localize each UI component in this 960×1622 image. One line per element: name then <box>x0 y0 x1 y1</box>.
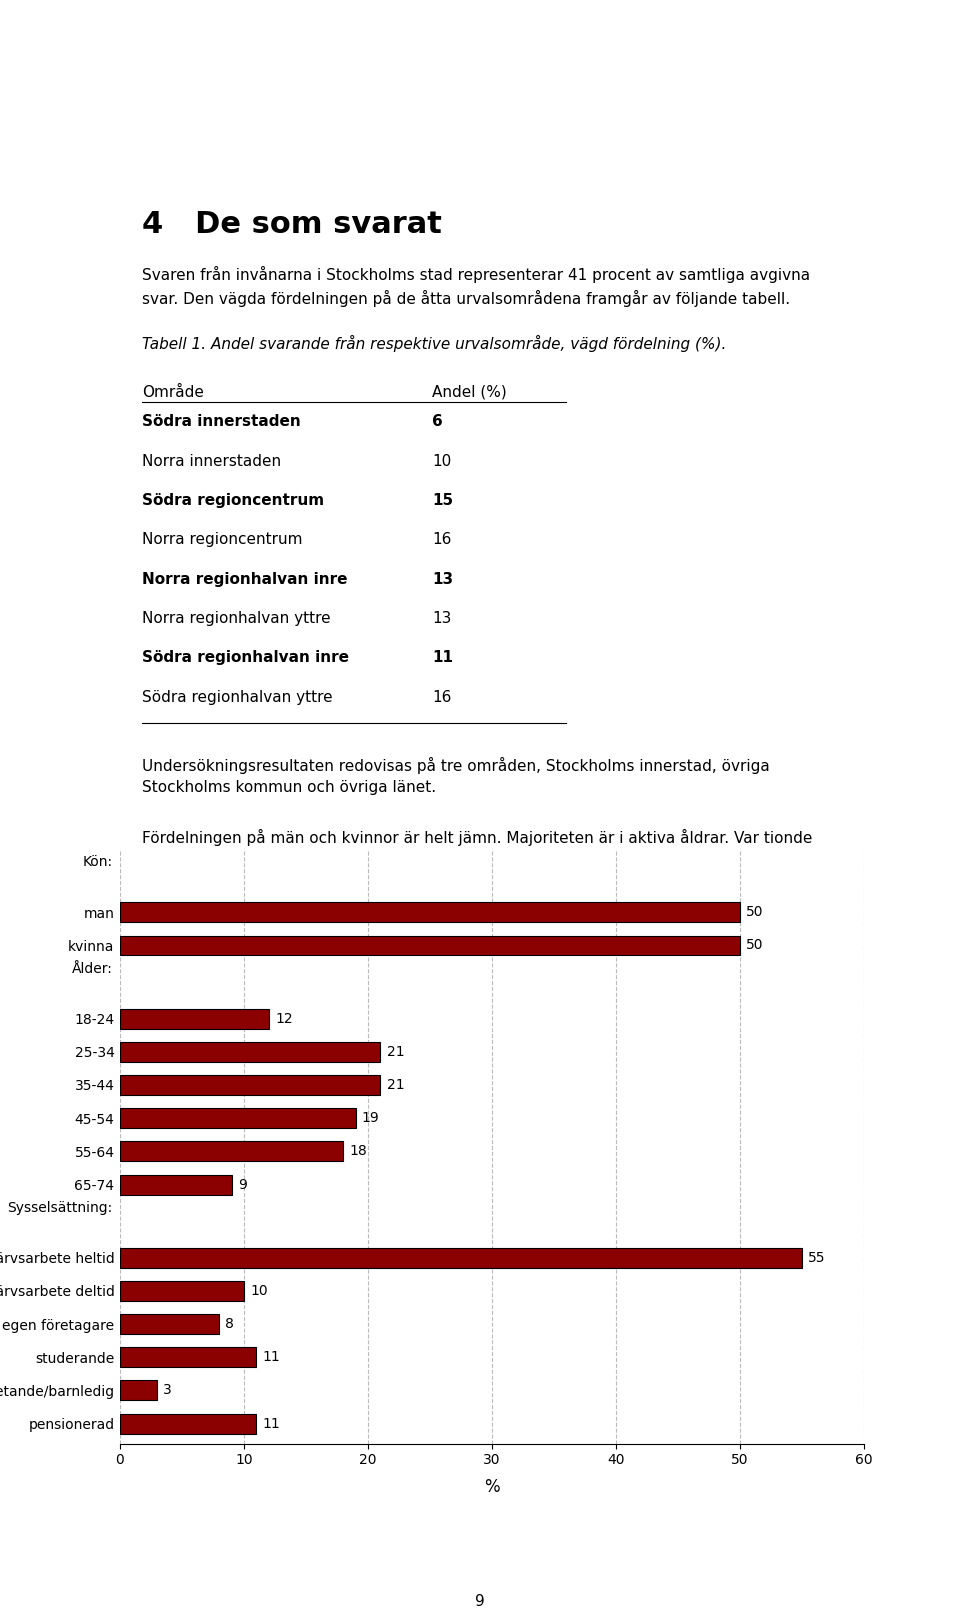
Text: 16: 16 <box>432 689 452 704</box>
Text: 8: 8 <box>226 1317 234 1332</box>
Text: 11: 11 <box>432 650 453 665</box>
Text: Ålder:: Ålder: <box>72 962 112 976</box>
Bar <box>120 1108 355 1129</box>
Text: 9: 9 <box>238 1178 247 1192</box>
Text: Fördelningen på män och kvinnor är helt jämn. Majoriteten är i aktiva åldrar. Va: Fördelningen på män och kvinnor är helt … <box>142 829 813 869</box>
Text: Område: Område <box>142 384 204 401</box>
Text: 16: 16 <box>432 532 452 547</box>
Text: 55: 55 <box>808 1251 826 1265</box>
Text: Norra regionhalvan inre: Norra regionhalvan inre <box>142 571 348 587</box>
Text: 13: 13 <box>432 611 452 626</box>
Text: 11: 11 <box>263 1416 280 1431</box>
Bar <box>120 1314 219 1333</box>
Text: Svaren från invånarna i Stockholms stad representerar 41 procent av samtliga avg: Svaren från invånarna i Stockholms stad … <box>142 266 810 308</box>
Bar <box>120 902 740 923</box>
Text: 13: 13 <box>432 571 454 587</box>
Text: 10: 10 <box>251 1285 268 1298</box>
Text: Norra regioncentrum: Norra regioncentrum <box>142 532 302 547</box>
Text: Undersökningsresultaten redovisas på tre områden, Stockholms innerstad, övriga
S: Undersökningsresultaten redovisas på tre… <box>142 757 770 795</box>
Bar <box>120 1075 380 1095</box>
Text: 21: 21 <box>387 1079 404 1092</box>
Text: 6: 6 <box>432 414 444 430</box>
Bar <box>120 1380 157 1400</box>
Bar <box>120 1281 244 1301</box>
Text: 21: 21 <box>387 1045 404 1059</box>
Bar <box>120 1414 256 1434</box>
Text: 3: 3 <box>163 1384 172 1398</box>
Text: Södra regionhalvan inre: Södra regionhalvan inre <box>142 650 349 665</box>
Text: 11: 11 <box>263 1350 280 1364</box>
Text: 9: 9 <box>475 1594 485 1609</box>
Text: Sysselsättning:: Sysselsättning: <box>8 1200 112 1215</box>
Text: Södra regionhalvan yttre: Södra regionhalvan yttre <box>142 689 333 704</box>
Text: 4   De som svarat: 4 De som svarat <box>142 211 443 238</box>
X-axis label: %: % <box>484 1478 500 1497</box>
Text: 50: 50 <box>746 905 764 920</box>
Bar <box>120 936 740 955</box>
Bar <box>120 1041 380 1062</box>
Text: Södra innerstaden: Södra innerstaden <box>142 414 301 430</box>
Bar <box>120 1009 269 1028</box>
Text: Tabell 1. Andel svarande från respektive urvalsområde, vägd fördelning (%).: Tabell 1. Andel svarande från respektive… <box>142 336 727 352</box>
Text: 10: 10 <box>432 454 452 469</box>
Bar <box>120 1142 344 1161</box>
Text: Södra regioncentrum: Södra regioncentrum <box>142 493 324 508</box>
Text: Kön:: Kön: <box>83 855 112 869</box>
Text: 50: 50 <box>746 939 764 952</box>
Text: 18: 18 <box>349 1145 367 1158</box>
Bar <box>120 1174 231 1194</box>
Bar <box>120 1348 256 1367</box>
Text: Figur 1. Kön, ålder, och sysselsättning bland de svarande (%). Bas=1000: Figur 1. Kön, ålder, och sysselsättning … <box>142 900 700 918</box>
Bar <box>120 1247 802 1267</box>
Text: Norra regionhalvan yttre: Norra regionhalvan yttre <box>142 611 331 626</box>
Text: 19: 19 <box>362 1111 379 1126</box>
Text: 15: 15 <box>432 493 454 508</box>
Text: 12: 12 <box>275 1012 293 1025</box>
Text: Norra innerstaden: Norra innerstaden <box>142 454 281 469</box>
Text: Andel (%): Andel (%) <box>432 384 507 401</box>
